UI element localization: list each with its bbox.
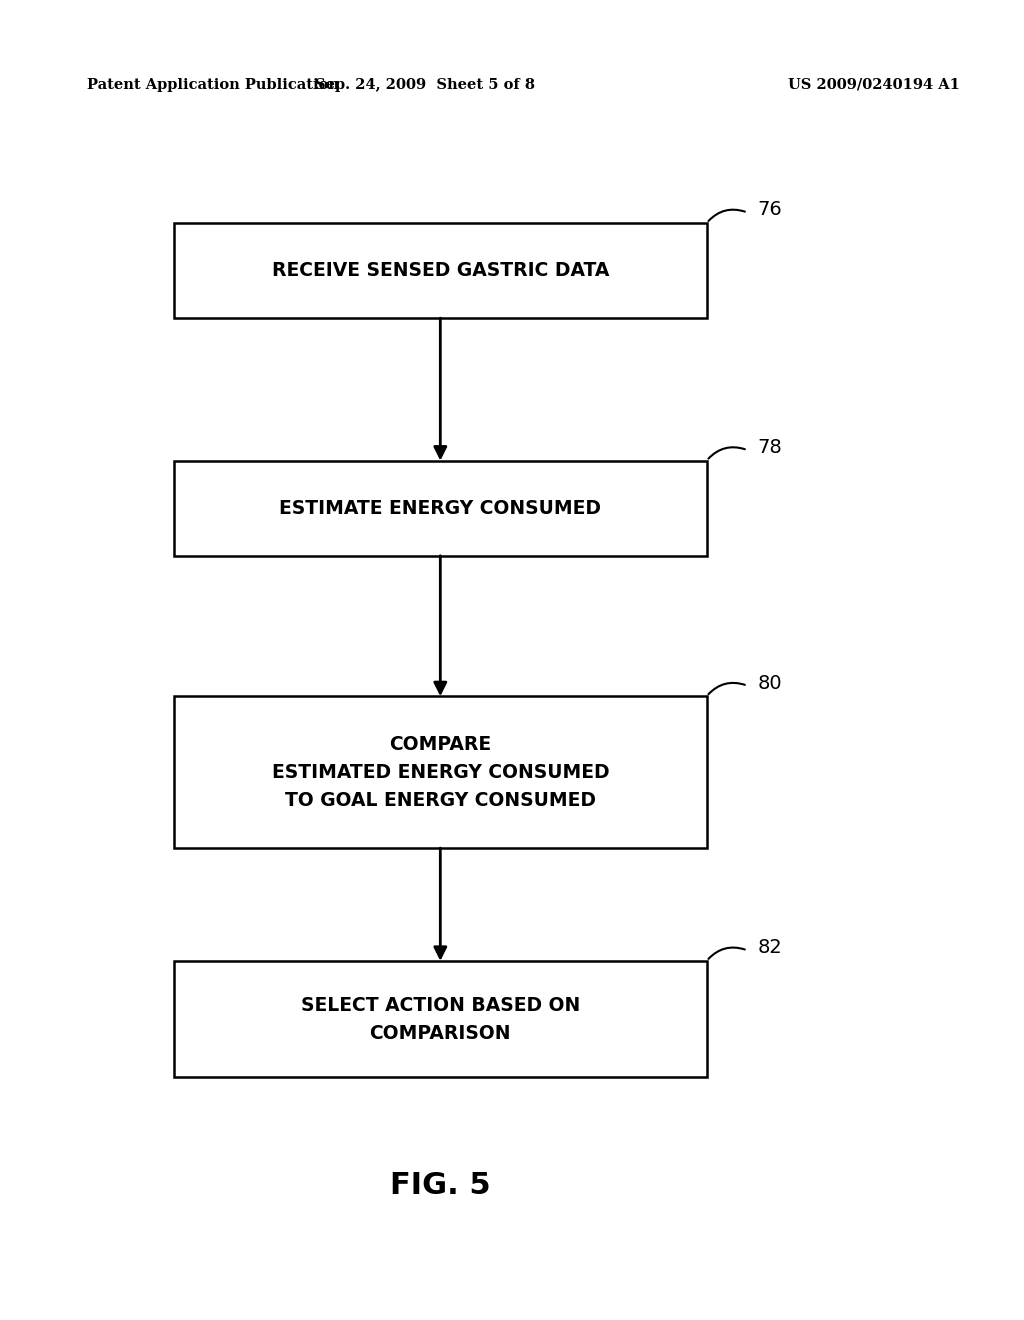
Bar — [174, 961, 707, 1077]
Text: FIG. 5: FIG. 5 — [390, 1171, 490, 1200]
Text: COMPARE
ESTIMATED ENERGY CONSUMED
TO GOAL ENERGY CONSUMED: COMPARE ESTIMATED ENERGY CONSUMED TO GOA… — [271, 735, 609, 809]
Text: 78: 78 — [758, 438, 782, 457]
Text: RECEIVE SENSED GASTRIC DATA: RECEIVE SENSED GASTRIC DATA — [271, 261, 609, 280]
Bar — [174, 223, 707, 318]
Text: SELECT ACTION BASED ON
COMPARISON: SELECT ACTION BASED ON COMPARISON — [301, 995, 580, 1043]
Text: 82: 82 — [758, 939, 782, 957]
Bar — [174, 697, 707, 849]
Text: US 2009/0240194 A1: US 2009/0240194 A1 — [788, 78, 961, 92]
Text: 80: 80 — [758, 673, 782, 693]
Text: Patent Application Publication: Patent Application Publication — [87, 78, 339, 92]
Text: ESTIMATE ENERGY CONSUMED: ESTIMATE ENERGY CONSUMED — [280, 499, 601, 517]
Text: 76: 76 — [758, 201, 782, 219]
Text: Sep. 24, 2009  Sheet 5 of 8: Sep. 24, 2009 Sheet 5 of 8 — [315, 78, 535, 92]
Bar — [174, 461, 707, 556]
